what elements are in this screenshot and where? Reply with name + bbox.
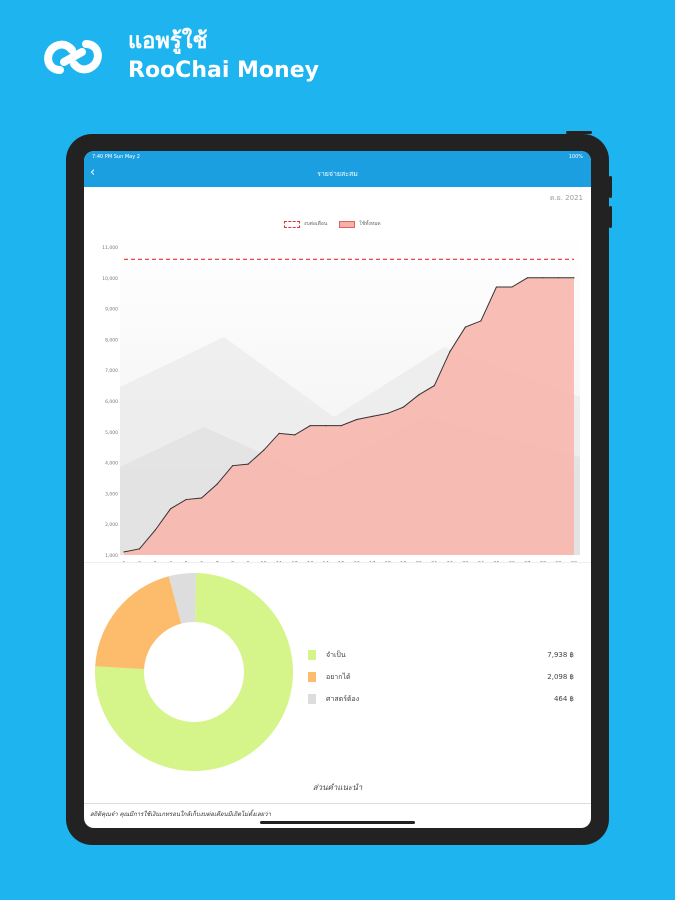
data-point <box>200 497 203 499</box>
status-time: 7:40 PM Sun May 2 <box>92 153 140 160</box>
donut-slice <box>95 573 293 771</box>
app-screen: 7:40 PM Sun May 2 100% ‹ รายจ่ายสะสม ต.ย… <box>84 151 591 828</box>
section-divider <box>84 562 591 563</box>
data-point <box>356 418 358 421</box>
data-point <box>232 465 234 467</box>
data-point <box>185 498 187 501</box>
spent-line <box>123 277 574 553</box>
chart-legend: งบต่อเดือน ใช้ทั้งหมด <box>284 220 393 228</box>
y-tick-label: 6,000 <box>105 399 118 405</box>
y-tick-label: 10,000 <box>102 276 118 282</box>
donut-legend-swatch <box>308 650 316 660</box>
status-bar: 7:40 PM Sun May 2 100% <box>84 151 591 162</box>
donut-legend-label: ศาสตร์ต้อง <box>326 694 360 703</box>
donut-legend-label: อยากได้ <box>326 672 351 681</box>
area-chart-svg: 1,000 2,000 3,000 4,000 5,000 6,000 7,000 8,000… <box>102 233 580 567</box>
data-point <box>433 385 435 387</box>
data-point <box>371 415 373 417</box>
data-point <box>495 286 498 288</box>
page-title: รายจ่ายสะสม <box>317 170 358 178</box>
donut-legend: จำเป็น 7,938 ฿ อยากได้ 2,098 ฿ ศาสตร์ต้อ… <box>308 644 574 710</box>
data-point <box>542 277 544 279</box>
donut-legend-swatch <box>308 694 316 704</box>
data-point <box>169 508 172 510</box>
brand-title-english: RooChai Money <box>128 58 319 83</box>
donut-legend-value: 2,098 ฿ <box>547 673 574 681</box>
data-point <box>247 463 249 465</box>
legend-swatch-spent <box>339 220 356 228</box>
legend-item-spent: ใช้ทั้งหมด <box>339 220 381 228</box>
volume-button <box>609 206 612 228</box>
data-point <box>418 394 420 396</box>
legend-label-budget: งบต่อเดือน <box>304 221 328 227</box>
data-point <box>402 406 404 408</box>
power-button <box>566 131 592 134</box>
data-point <box>340 425 342 427</box>
donut-slice <box>95 576 182 670</box>
donut-legend-row: อยากได้ 2,098 ฿ <box>308 666 574 688</box>
data-point <box>557 277 560 279</box>
y-tick-label: 3,000 <box>105 491 118 497</box>
data-point <box>325 425 327 427</box>
data-point <box>309 425 311 427</box>
data-point <box>480 320 482 322</box>
donut-legend-row: ศาสตร์ต้อง 464 ฿ <box>308 688 574 710</box>
donut-legend-label: จำเป็น <box>326 650 346 659</box>
y-tick-label: 11,000 <box>102 245 118 251</box>
data-point <box>123 551 125 553</box>
data-point <box>278 432 280 434</box>
cumulative-expense-chart: ต.ย. 2021 งบต่อเดือน ใช้ทั้งหมด <box>84 187 591 567</box>
brand-title-thai: แอพรู้ใช้ <box>128 29 208 54</box>
roochai-logo-icon <box>44 40 102 74</box>
donut-legend-value: 7,938 ฿ <box>547 651 574 659</box>
home-indicator[interactable] <box>260 821 415 824</box>
legend-item-budget: งบต่อเดือน <box>284 220 327 228</box>
data-point <box>138 548 141 550</box>
donut-legend-swatch <box>308 672 316 682</box>
data-point <box>449 351 451 353</box>
data-point <box>387 412 389 414</box>
y-tick-label: 5,000 <box>105 430 118 436</box>
donut-chart <box>95 573 293 771</box>
data-point <box>573 277 575 279</box>
data-point <box>526 277 529 279</box>
donut-slice <box>168 573 196 624</box>
volume-button <box>609 176 612 198</box>
y-tick-label: 1,000 <box>105 553 118 559</box>
donut-legend-row: จำเป็น 7,938 ฿ <box>308 644 574 666</box>
y-tick-label: 8,000 <box>105 337 118 343</box>
y-tick-label: 9,000 <box>105 307 118 313</box>
y-tick-label: 2,000 <box>105 522 118 528</box>
donut-legend-value: 464 ฿ <box>553 695 574 703</box>
data-point <box>511 286 513 288</box>
data-point <box>294 434 296 436</box>
brand-header: แอพรู้ใช้ RooChai Money <box>40 28 319 86</box>
data-point <box>263 449 265 451</box>
chevron-left-icon[interactable]: ‹ <box>90 165 96 180</box>
spent-area <box>124 277 574 555</box>
status-battery: 100% <box>568 153 583 160</box>
data-point <box>154 529 156 531</box>
data-point <box>464 326 466 328</box>
nav-bar: ‹ รายจ่ายสะสม <box>84 162 591 187</box>
data-point <box>216 483 218 485</box>
advice-message: สถิติคุณจ๋า คุณมีการใช้เงินเกทรอนใกล้เก็… <box>84 803 591 824</box>
month-label: ต.ย. 2021 <box>549 194 583 202</box>
legend-label-spent: ใช้ทั้งหมด <box>359 221 381 227</box>
y-tick-label: 4,000 <box>105 461 118 467</box>
advice-heading: ส่วนคำแนะนำ <box>312 783 363 792</box>
y-tick-label: 7,000 <box>105 368 118 374</box>
legend-swatch-budget <box>284 220 300 228</box>
tablet-frame: 7:40 PM Sun May 2 100% ‹ รายจ่ายสะสม ต.ย… <box>66 131 612 845</box>
